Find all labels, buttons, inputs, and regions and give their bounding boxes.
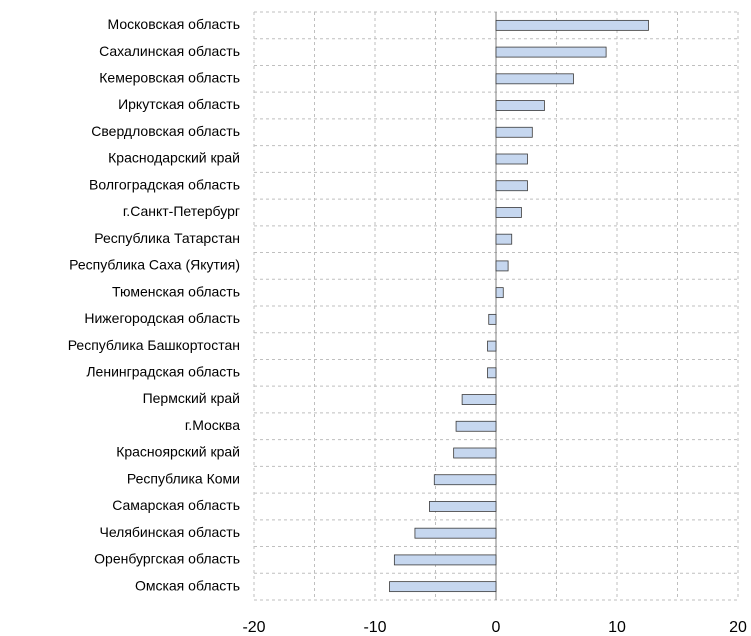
y-tick-label: Пермский край: [143, 390, 240, 406]
y-tick-label: Краснодарский край: [108, 150, 240, 166]
bar: [487, 340, 497, 352]
bar: [433, 474, 497, 486]
bar: [488, 313, 497, 325]
bar: [495, 73, 574, 85]
y-tick-label: Республика Башкортостан: [68, 337, 240, 353]
y-tick-label: Московская область: [108, 16, 240, 32]
y-tick-label: Сахалинская область: [99, 43, 240, 59]
bar: [495, 19, 649, 31]
y-tick-label: Нижегородская область: [84, 310, 240, 326]
bar: [429, 501, 497, 512]
y-tick-label: Республика Саха (Якутия): [69, 257, 240, 273]
y-tick-label: Ленинградская область: [86, 364, 240, 380]
bar: [495, 100, 545, 111]
bar: [453, 447, 497, 459]
bar: [461, 394, 497, 405]
bar: [495, 126, 533, 138]
y-tick-label: Республика Татарстан: [94, 230, 240, 246]
bar: [495, 153, 528, 165]
x-tick-label: 20: [729, 619, 747, 636]
y-tick-label: г.Санкт-Петербург: [123, 203, 240, 219]
y-tick-label: Кемеровская область: [99, 70, 240, 86]
y-tick-label: Самарская область: [112, 497, 240, 513]
y-tick-label: Свердловская область: [91, 123, 240, 139]
bar: [495, 46, 607, 58]
y-tick-label: Республика Коми: [127, 470, 240, 486]
bar: [487, 367, 497, 379]
x-tick-label: -20: [242, 619, 265, 636]
bar: [455, 420, 497, 432]
y-tick-label: Оренбургская область: [94, 551, 240, 567]
bar: [393, 554, 497, 566]
x-tick-label: 0: [492, 619, 501, 636]
bar: [495, 287, 504, 299]
x-tick-label: 10: [608, 619, 626, 636]
y-tick-label: Тюменская область: [112, 283, 240, 299]
bar: [495, 233, 513, 245]
x-tick-label: -10: [363, 619, 386, 636]
y-tick-label: Красноярский край: [116, 444, 240, 460]
bar: [495, 207, 522, 218]
y-tick-label: Волгоградская область: [89, 176, 240, 192]
y-tick-label: Омская область: [135, 577, 240, 593]
bar: [495, 180, 528, 192]
y-tick-label: Иркутская область: [118, 96, 240, 112]
y-tick-label: г.Москва: [185, 417, 240, 433]
y-tick-label: Челябинская область: [100, 524, 241, 540]
bar: [414, 527, 497, 539]
bar: [495, 260, 509, 272]
bar: [389, 581, 497, 593]
